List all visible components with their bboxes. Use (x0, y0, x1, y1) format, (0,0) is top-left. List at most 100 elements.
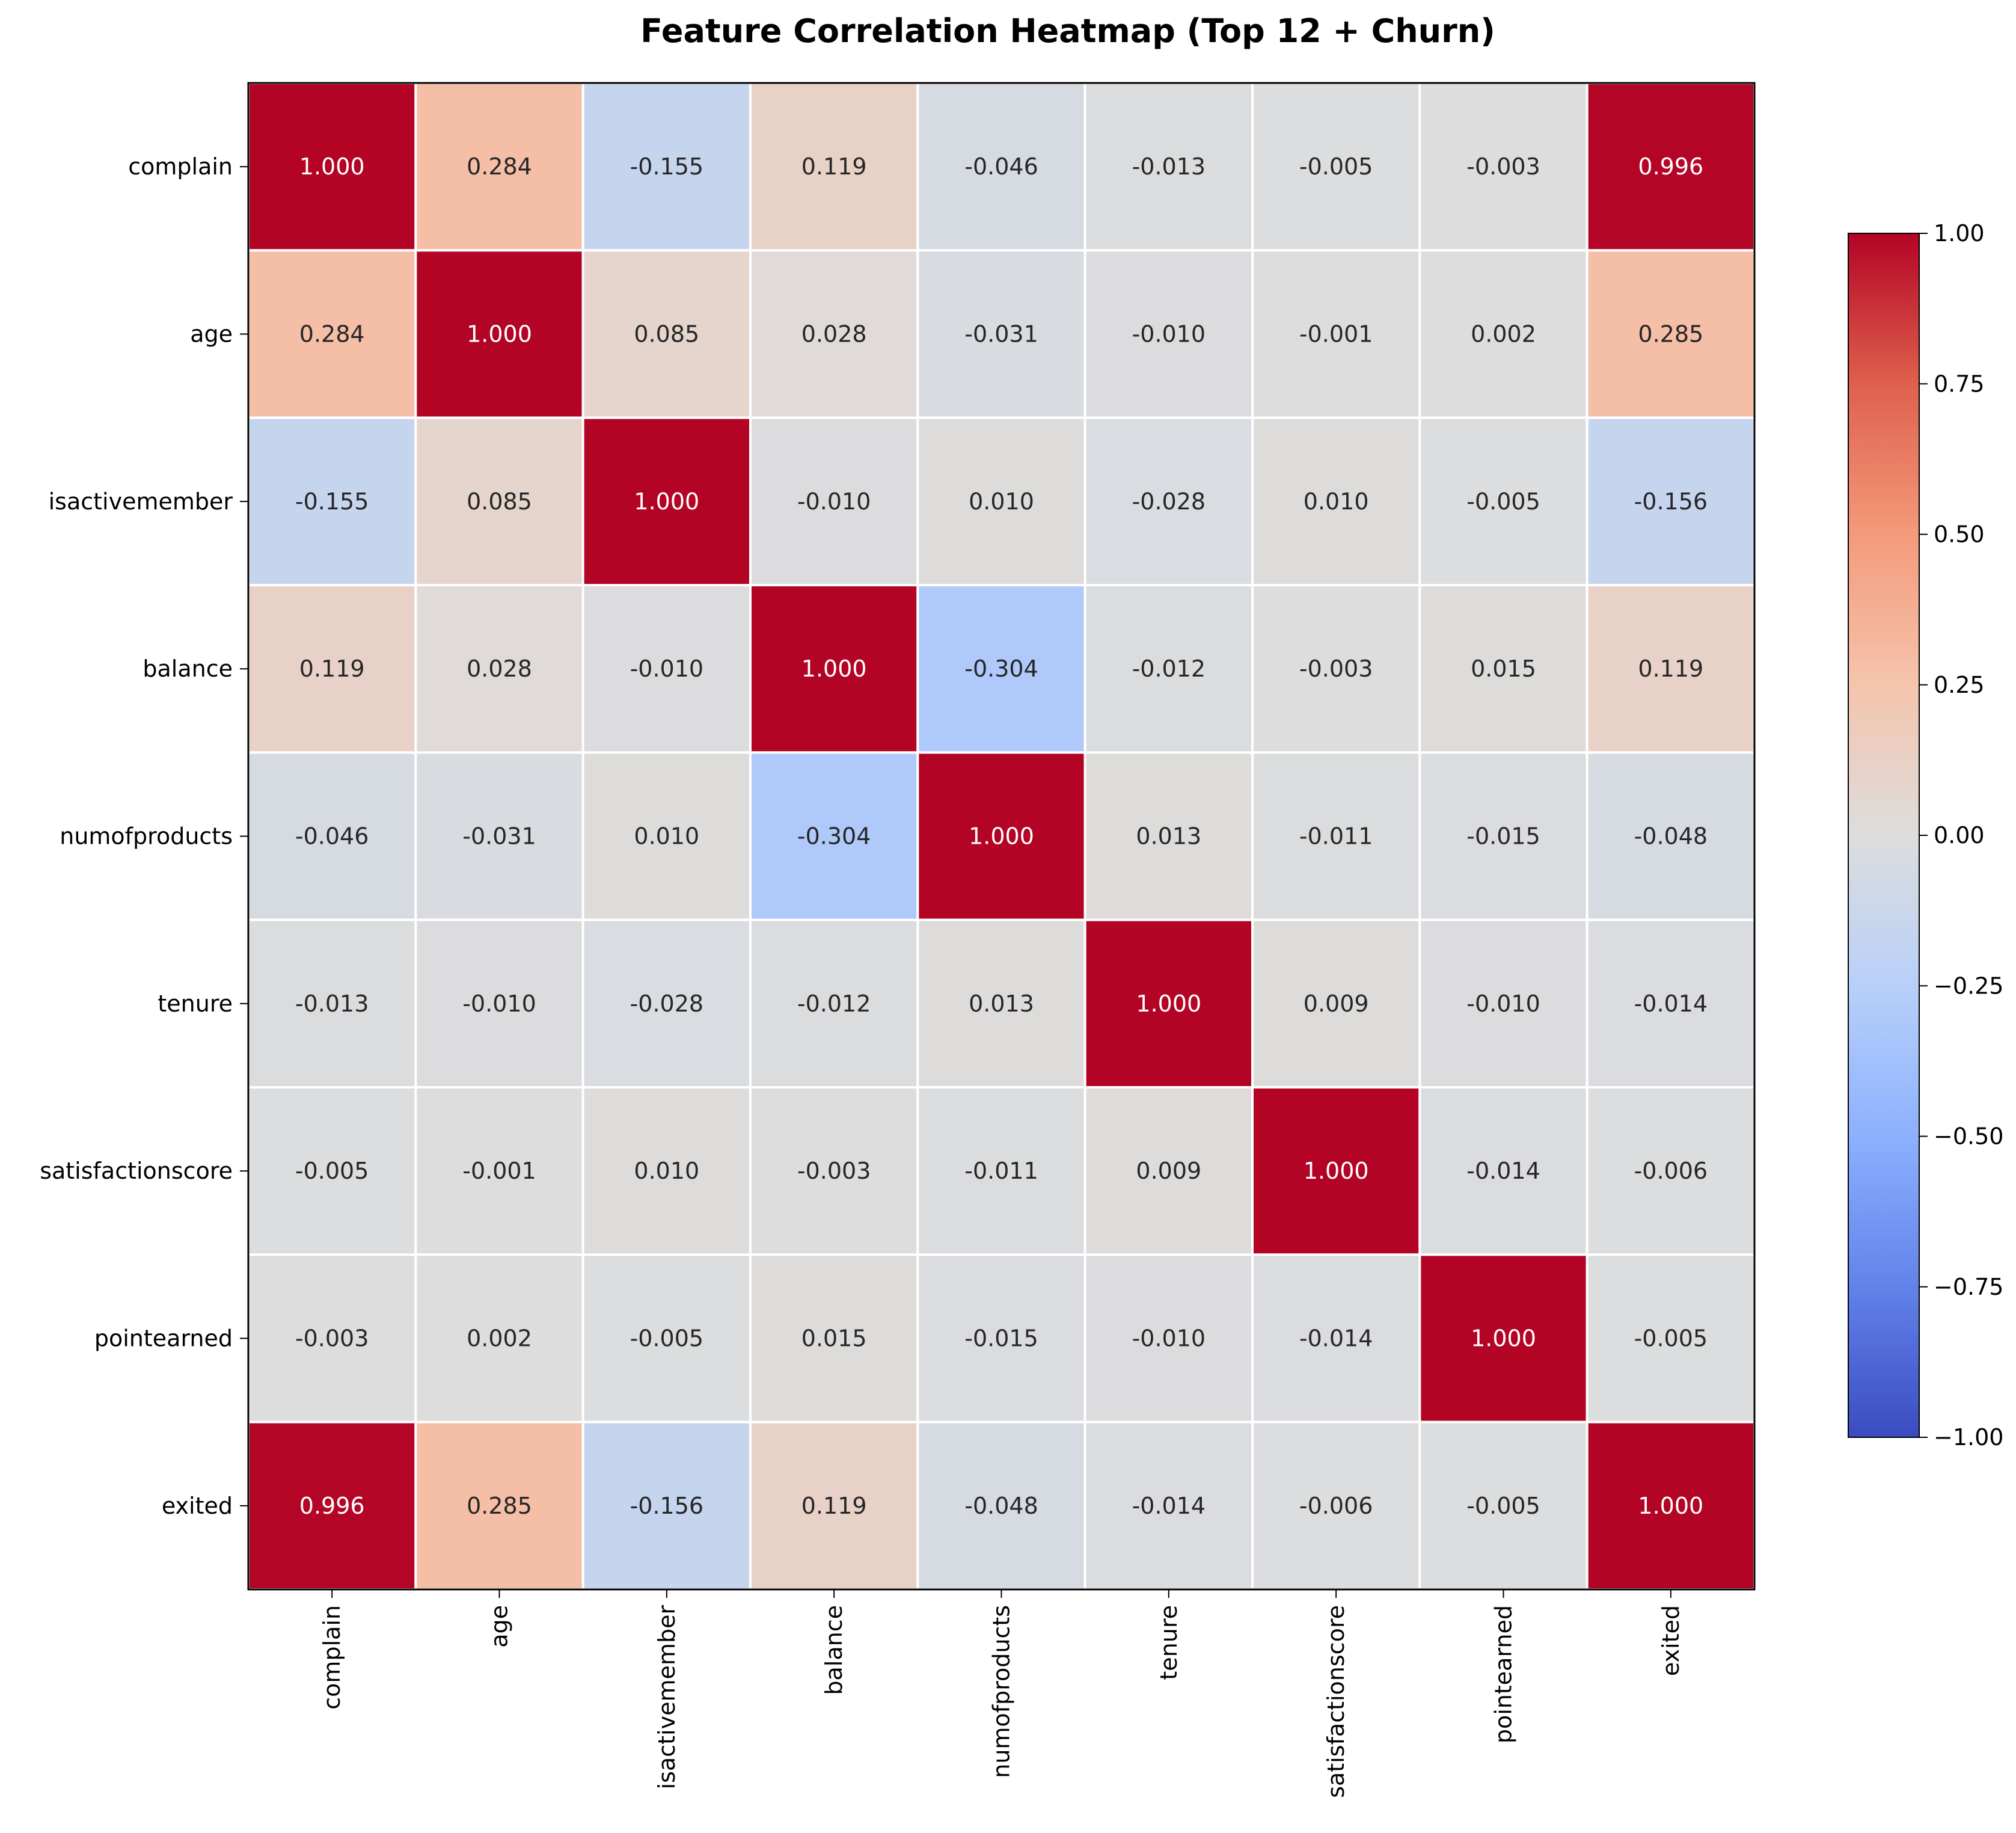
cell-value-label: -0.010 (1466, 990, 1540, 1017)
heatmap-cell (247, 249, 417, 419)
colorbar-tick-label: 0.75 (1934, 370, 1985, 397)
cell-value-label: 0.009 (1136, 1158, 1201, 1184)
cell-value-label: -0.156 (630, 1493, 704, 1519)
heatmap-cell (1083, 918, 1254, 1088)
heatmap-cell (247, 1420, 417, 1591)
y-tick-label: tenure (158, 990, 233, 1017)
cell-value-label: 0.010 (634, 1158, 699, 1184)
cell-value-label: -0.003 (1466, 153, 1540, 180)
cell-value-label: 0.996 (1638, 153, 1703, 180)
cell-value-label: 0.009 (1304, 990, 1369, 1017)
heatmap-value-labels: 1.000 0.284 -0.155 0.119 -0.046 -0.013 -0.005 -… (295, 153, 1708, 1519)
cell-value-label: -0.005 (1299, 153, 1373, 180)
cell-value-label: 1.000 (801, 656, 867, 682)
cell-value-label: 0.028 (467, 656, 532, 682)
cell-value-label: 0.119 (801, 1493, 867, 1519)
y-tick-label: pointearned (94, 1325, 233, 1352)
cell-value-label: -0.005 (295, 1158, 369, 1184)
heatmap-cell (749, 584, 919, 754)
cell-value-label: -0.014 (1299, 1325, 1373, 1352)
heatmap-cell (1586, 249, 1756, 419)
cell-value-label: -0.010 (1132, 1325, 1206, 1352)
cell-value-label: -0.003 (295, 1325, 369, 1352)
cell-value-label: -0.048 (1634, 823, 1708, 850)
heatmap-cell (1251, 249, 1421, 419)
heatmap-cell (414, 416, 584, 587)
cell-value-label: -0.014 (1634, 990, 1708, 1017)
y-tick-label: satisfactionscore (40, 1158, 233, 1184)
cell-value-label: -0.003 (1299, 656, 1373, 682)
cell-value-label: 0.284 (467, 153, 532, 180)
x-tick-label: pointearned (1491, 1605, 1517, 1743)
heatmap-cell (581, 1253, 752, 1423)
heatmap-cell (749, 1420, 919, 1591)
cell-value-label: -0.014 (1132, 1493, 1206, 1519)
cell-value-label: -0.028 (630, 990, 704, 1017)
cell-value-label: -0.001 (462, 1158, 536, 1184)
x-tick-label: age (486, 1605, 513, 1648)
cell-value-label: 0.028 (801, 321, 867, 348)
heatmap-cell (414, 82, 584, 252)
cell-value-label: -0.001 (1299, 321, 1373, 348)
cell-value-label: -0.031 (462, 823, 536, 850)
cell-value-label: 0.285 (1638, 321, 1703, 348)
cell-value-label: 1.000 (299, 153, 365, 180)
cell-value-label: -0.304 (964, 656, 1038, 682)
heatmap-cell (414, 584, 584, 754)
cell-value-label: 1.000 (467, 321, 532, 348)
y-tick-label: age (190, 321, 233, 348)
cell-value-label: -0.304 (797, 823, 871, 850)
cell-value-label: 0.119 (299, 656, 365, 682)
colorbar-tick-label: 1.00 (1934, 220, 1985, 247)
cell-value-label: -0.156 (1634, 488, 1708, 515)
heatmap-cell (1586, 751, 1756, 921)
heatmap-cell (916, 918, 1086, 1088)
cell-value-label: 0.013 (969, 990, 1034, 1017)
cell-value-label: -0.015 (964, 1325, 1038, 1352)
colorbar-tick-label: −0.75 (1934, 1274, 2003, 1300)
heatmap-cell (247, 584, 417, 754)
colorbar-tick-label: −1.00 (1934, 1424, 2003, 1451)
cell-value-label: 0.010 (634, 823, 699, 850)
heatmap-cell (1251, 751, 1421, 921)
y-axis-ticks: complain age isactivemember balance numofpro… (40, 153, 248, 1519)
colorbar (1848, 233, 1920, 1438)
heatmap-cell (581, 751, 752, 921)
x-tick-label: isactivemember (654, 1605, 680, 1790)
cell-value-label: -0.011 (964, 1158, 1038, 1184)
cell-value-label: -0.003 (797, 1158, 871, 1184)
cell-value-label: 1.000 (1304, 1158, 1369, 1184)
cell-value-label: -0.010 (1132, 321, 1206, 348)
colorbar-tick-label: −0.25 (1934, 972, 2003, 999)
cell-value-label: -0.013 (1132, 153, 1206, 180)
cell-value-label: 0.996 (299, 1493, 365, 1519)
heatmap-cell (414, 751, 584, 921)
cell-value-label: -0.012 (1132, 656, 1206, 682)
cell-value-label: 1.000 (1136, 990, 1201, 1017)
heatmap-cell (1251, 1253, 1421, 1423)
cell-value-label: 1.000 (969, 823, 1034, 850)
cell-value-label: 0.119 (801, 153, 867, 180)
heatmap-cell (916, 1420, 1086, 1591)
cell-value-label: 1.000 (1638, 1493, 1703, 1519)
y-tick-label: isactivemember (49, 488, 233, 515)
heatmap-cell (1586, 416, 1756, 587)
heatmap-cell (247, 1253, 417, 1423)
x-tick-label: tenure (1156, 1605, 1182, 1680)
cell-value-label: -0.013 (295, 990, 369, 1017)
y-tick-label: numofproducts (60, 823, 233, 850)
heatmap-cells (247, 82, 1756, 1591)
heatmap-cell (247, 1086, 417, 1256)
heatmap-cell (1418, 918, 1589, 1088)
cell-value-label: 0.010 (1304, 488, 1369, 515)
chart-title: Feature Correlation Heatmap (Top 12 + Ch… (640, 12, 1495, 50)
heatmap-cell (1586, 1420, 1756, 1591)
heatmap-cell (1418, 249, 1589, 419)
x-tick-label: satisfactionscore (1323, 1605, 1349, 1798)
cell-value-label: -0.010 (630, 656, 704, 682)
colorbar-tick-label: −0.50 (1934, 1123, 2003, 1150)
y-tick-label: balance (142, 656, 233, 682)
x-tick-label: exited (1658, 1605, 1684, 1676)
heatmap-cell (581, 249, 752, 419)
